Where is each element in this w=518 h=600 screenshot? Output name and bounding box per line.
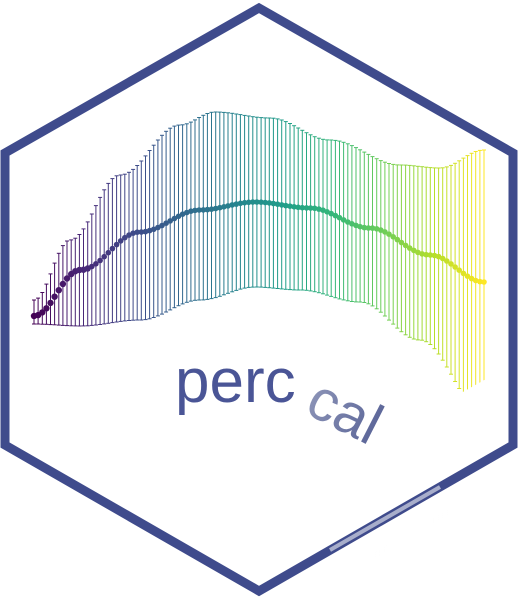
- curve-point: [303, 205, 310, 211]
- curve-point: [365, 225, 372, 231]
- curve-point: [340, 217, 347, 223]
- curve-point: [328, 210, 335, 217]
- curve-point: [311, 205, 318, 212]
- curve-point: [51, 293, 58, 300]
- curve-point: [150, 226, 157, 233]
- border-shine: [329, 485, 441, 552]
- curve-point: [299, 204, 306, 211]
- curve-point: [101, 253, 107, 260]
- curve-point: [196, 207, 202, 213]
- curve-point: [225, 203, 231, 209]
- curve-point: [105, 249, 112, 256]
- curve-point: [163, 220, 169, 226]
- curve-point: [117, 238, 124, 244]
- curve-point: [262, 199, 269, 206]
- curve-point: [427, 252, 434, 258]
- curve-point: [138, 229, 145, 235]
- curve-point: [200, 207, 207, 213]
- shine-streak: [298, 467, 518, 600]
- curve-point: [254, 199, 260, 205]
- curve-point: [208, 206, 215, 212]
- curve-point: [270, 200, 277, 207]
- curve-point: [55, 287, 62, 294]
- curve-point: [89, 263, 95, 270]
- curve-point: [336, 214, 343, 221]
- curve-point: [287, 203, 293, 209]
- curve-point: [398, 239, 405, 246]
- curve-point: [415, 249, 421, 256]
- curve-point: [43, 305, 50, 312]
- shine-band: [330, 361, 518, 520]
- curve-point: [402, 242, 409, 249]
- curve-point: [369, 225, 376, 231]
- hexagon-fill: [5, 8, 513, 591]
- curve-point: [250, 199, 256, 205]
- curve-point: [266, 200, 273, 206]
- curve-point: [386, 231, 392, 237]
- curve-point: [171, 215, 178, 222]
- logo-word-main: perc: [175, 347, 296, 416]
- curve-point: [245, 199, 252, 206]
- curve-point: [113, 241, 120, 248]
- curve-point: [423, 251, 430, 258]
- curve-point: [448, 261, 454, 267]
- curve-point: [439, 255, 446, 262]
- curve-point: [477, 278, 483, 285]
- curve-point: [39, 309, 46, 316]
- curve-point: [406, 245, 413, 251]
- curve-point: [109, 245, 116, 252]
- curve-point: [179, 211, 186, 217]
- curve-point: [464, 273, 471, 280]
- curve-point: [394, 236, 401, 243]
- curve-point: [93, 261, 99, 267]
- curve-point: [456, 267, 463, 274]
- curve-point: [134, 229, 140, 235]
- curve-points-group: [30, 199, 487, 320]
- curve-point: [452, 264, 458, 270]
- curve-point: [460, 270, 467, 277]
- curve-point: [291, 204, 297, 210]
- curve-point: [390, 234, 397, 240]
- curve-point: [63, 275, 71, 282]
- curve-point: [204, 206, 211, 213]
- curve-point: [444, 258, 450, 264]
- curve-point: [241, 199, 248, 206]
- curve-point: [59, 280, 67, 288]
- curve-point: [472, 277, 479, 284]
- curve-point: [307, 205, 314, 211]
- curve-point: [47, 299, 54, 307]
- curve-point: [258, 199, 264, 205]
- curve-point: [357, 223, 363, 230]
- curve-point: [283, 202, 289, 209]
- curve-point: [382, 229, 388, 235]
- curve-point: [361, 224, 368, 231]
- curve-point: [295, 204, 302, 211]
- curve-point: [237, 200, 244, 207]
- curve-point: [122, 234, 128, 241]
- curve-point: [159, 222, 165, 229]
- curve-point: [167, 218, 173, 224]
- curve-point: [192, 207, 198, 214]
- curve-point: [97, 257, 103, 264]
- curve-point: [481, 279, 487, 285]
